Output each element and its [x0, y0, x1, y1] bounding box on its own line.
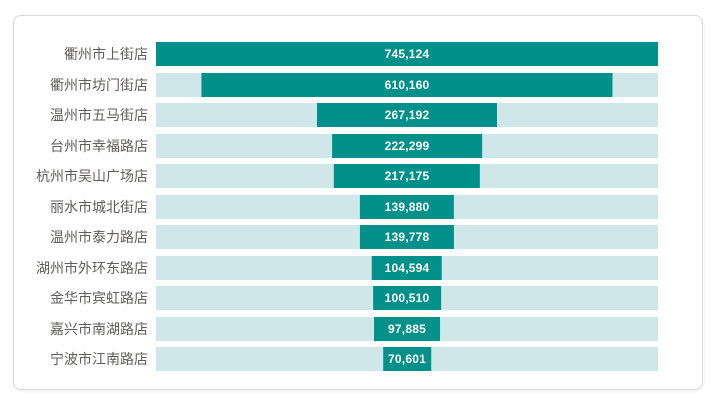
funnel-bar[interactable]: [156, 42, 658, 66]
category-label: 湖州市外环东路店: [36, 259, 148, 276]
funnel-chart-card: 衢州市上街店 745,124 衢州市坊门街店 610,160 温州市五马街店 267,19…: [13, 15, 703, 390]
funnel-bar[interactable]: [374, 316, 440, 341]
category-label: 嘉兴市南湖路店: [50, 320, 148, 337]
funnel-bar[interactable]: [333, 164, 481, 188]
bar-track[interactable]: 139,880: [156, 194, 658, 219]
funnel-bar[interactable]: [371, 255, 443, 280]
funnel-row: 丽水市城北街店 139,880: [14, 194, 658, 219]
bar-track[interactable]: 745,124: [156, 42, 658, 66]
bar-track[interactable]: 97,885: [156, 316, 658, 341]
category-label: 台州市幸福路店: [50, 137, 148, 154]
category-label: 衢州市坊门街店: [50, 76, 148, 93]
funnel-bar[interactable]: [383, 347, 431, 371]
bar-track[interactable]: 100,510: [156, 286, 658, 310]
category-label: 温州市五马街店: [50, 107, 148, 123]
funnel-row: 温州市五马街店 267,192: [14, 103, 658, 127]
funnel-bar[interactable]: [332, 133, 482, 158]
bar-track[interactable]: 217,175: [156, 164, 658, 188]
category-label: 宁波市江南路店: [50, 351, 148, 367]
bar-track[interactable]: 104,594: [156, 255, 658, 280]
category-label: 杭州市吴山广场店: [36, 168, 148, 184]
category-label: 衢州市上街店: [64, 46, 148, 62]
funnel-bar[interactable]: [359, 194, 455, 219]
funnel-row: 杭州市吴山广场店 217,175: [14, 164, 658, 188]
bar-track[interactable]: 610,160: [156, 72, 658, 97]
funnel-row: 湖州市外环东路店 104,594: [14, 255, 658, 280]
funnel-row: 衢州市上街店 745,124: [14, 42, 658, 66]
funnel-row: 温州市泰力路店 139,778: [14, 225, 658, 249]
category-label: 温州市泰力路店: [50, 229, 148, 245]
bar-track[interactable]: 139,778: [156, 225, 658, 249]
category-label: 丽水市城北街店: [50, 198, 148, 215]
funnel-bar[interactable]: [316, 103, 498, 127]
category-label: 金华市宾虹路店: [50, 290, 148, 306]
bar-track[interactable]: 70,601: [156, 347, 658, 371]
bar-track[interactable]: 267,192: [156, 103, 658, 127]
funnel-bar[interactable]: [359, 225, 455, 249]
funnel-row: 宁波市江南路店 70,601: [14, 347, 658, 371]
funnel-rows-container: 衢州市上街店 745,124 衢州市坊门街店 610,160 温州市五马街店 267,19…: [14, 42, 702, 371]
funnel-row: 金华市宾虹路店 100,510: [14, 286, 658, 310]
bar-track[interactable]: 222,299: [156, 133, 658, 158]
funnel-row: 衢州市坊门街店 610,160: [14, 72, 658, 97]
funnel-row: 台州市幸福路店 222,299: [14, 133, 658, 158]
funnel-bar[interactable]: [201, 72, 613, 97]
funnel-row: 嘉兴市南湖路店 97,885: [14, 316, 658, 341]
funnel-bar[interactable]: [373, 286, 441, 310]
